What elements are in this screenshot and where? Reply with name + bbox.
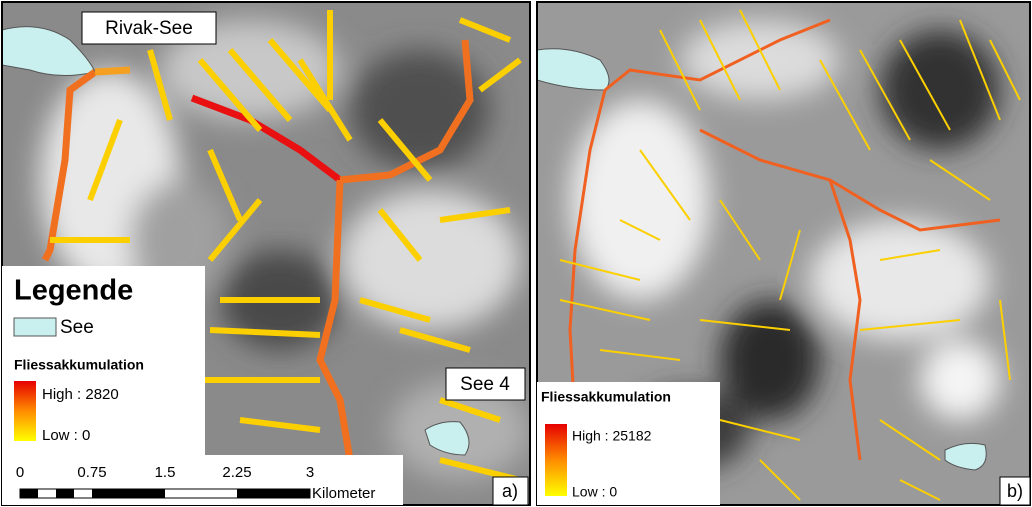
scale-unit: Kilometer — [312, 485, 375, 502]
scale-label: 3 — [306, 464, 314, 481]
legend-ramp-title: Fliessakkumulation — [14, 357, 144, 373]
scale-label: 2.25 — [222, 464, 251, 481]
legend-ramp — [545, 424, 567, 496]
lake-label: See 4 — [460, 374, 510, 395]
scale-label: 1.5 — [155, 464, 176, 481]
panel-label: a) — [502, 481, 518, 501]
legend-low: Low : 0 — [572, 484, 617, 500]
legend-swatch — [14, 318, 56, 336]
legend-label: See — [60, 317, 94, 338]
legend-ramp-title: Fliessakkumulation — [541, 389, 671, 405]
page: Rivak-See See 4 Legende See Fliessakkumu… — [0, 0, 1032, 507]
panel-label: b) — [1007, 481, 1023, 501]
scale-label: 0.75 — [77, 464, 106, 481]
legend-high: High : 2820 — [42, 386, 119, 403]
scale-label: 0 — [16, 464, 24, 481]
legend-low: Low : 0 — [42, 427, 90, 444]
figure: Rivak-See See 4 Legende See Fliessakkumu… — [0, 0, 1032, 507]
lake-label: Rivak-See — [105, 18, 193, 39]
legend-high: High : 25182 — [572, 428, 652, 444]
scale-bar — [20, 489, 310, 498]
legend-title: Legende — [14, 275, 133, 307]
legend-ramp — [14, 381, 36, 441]
